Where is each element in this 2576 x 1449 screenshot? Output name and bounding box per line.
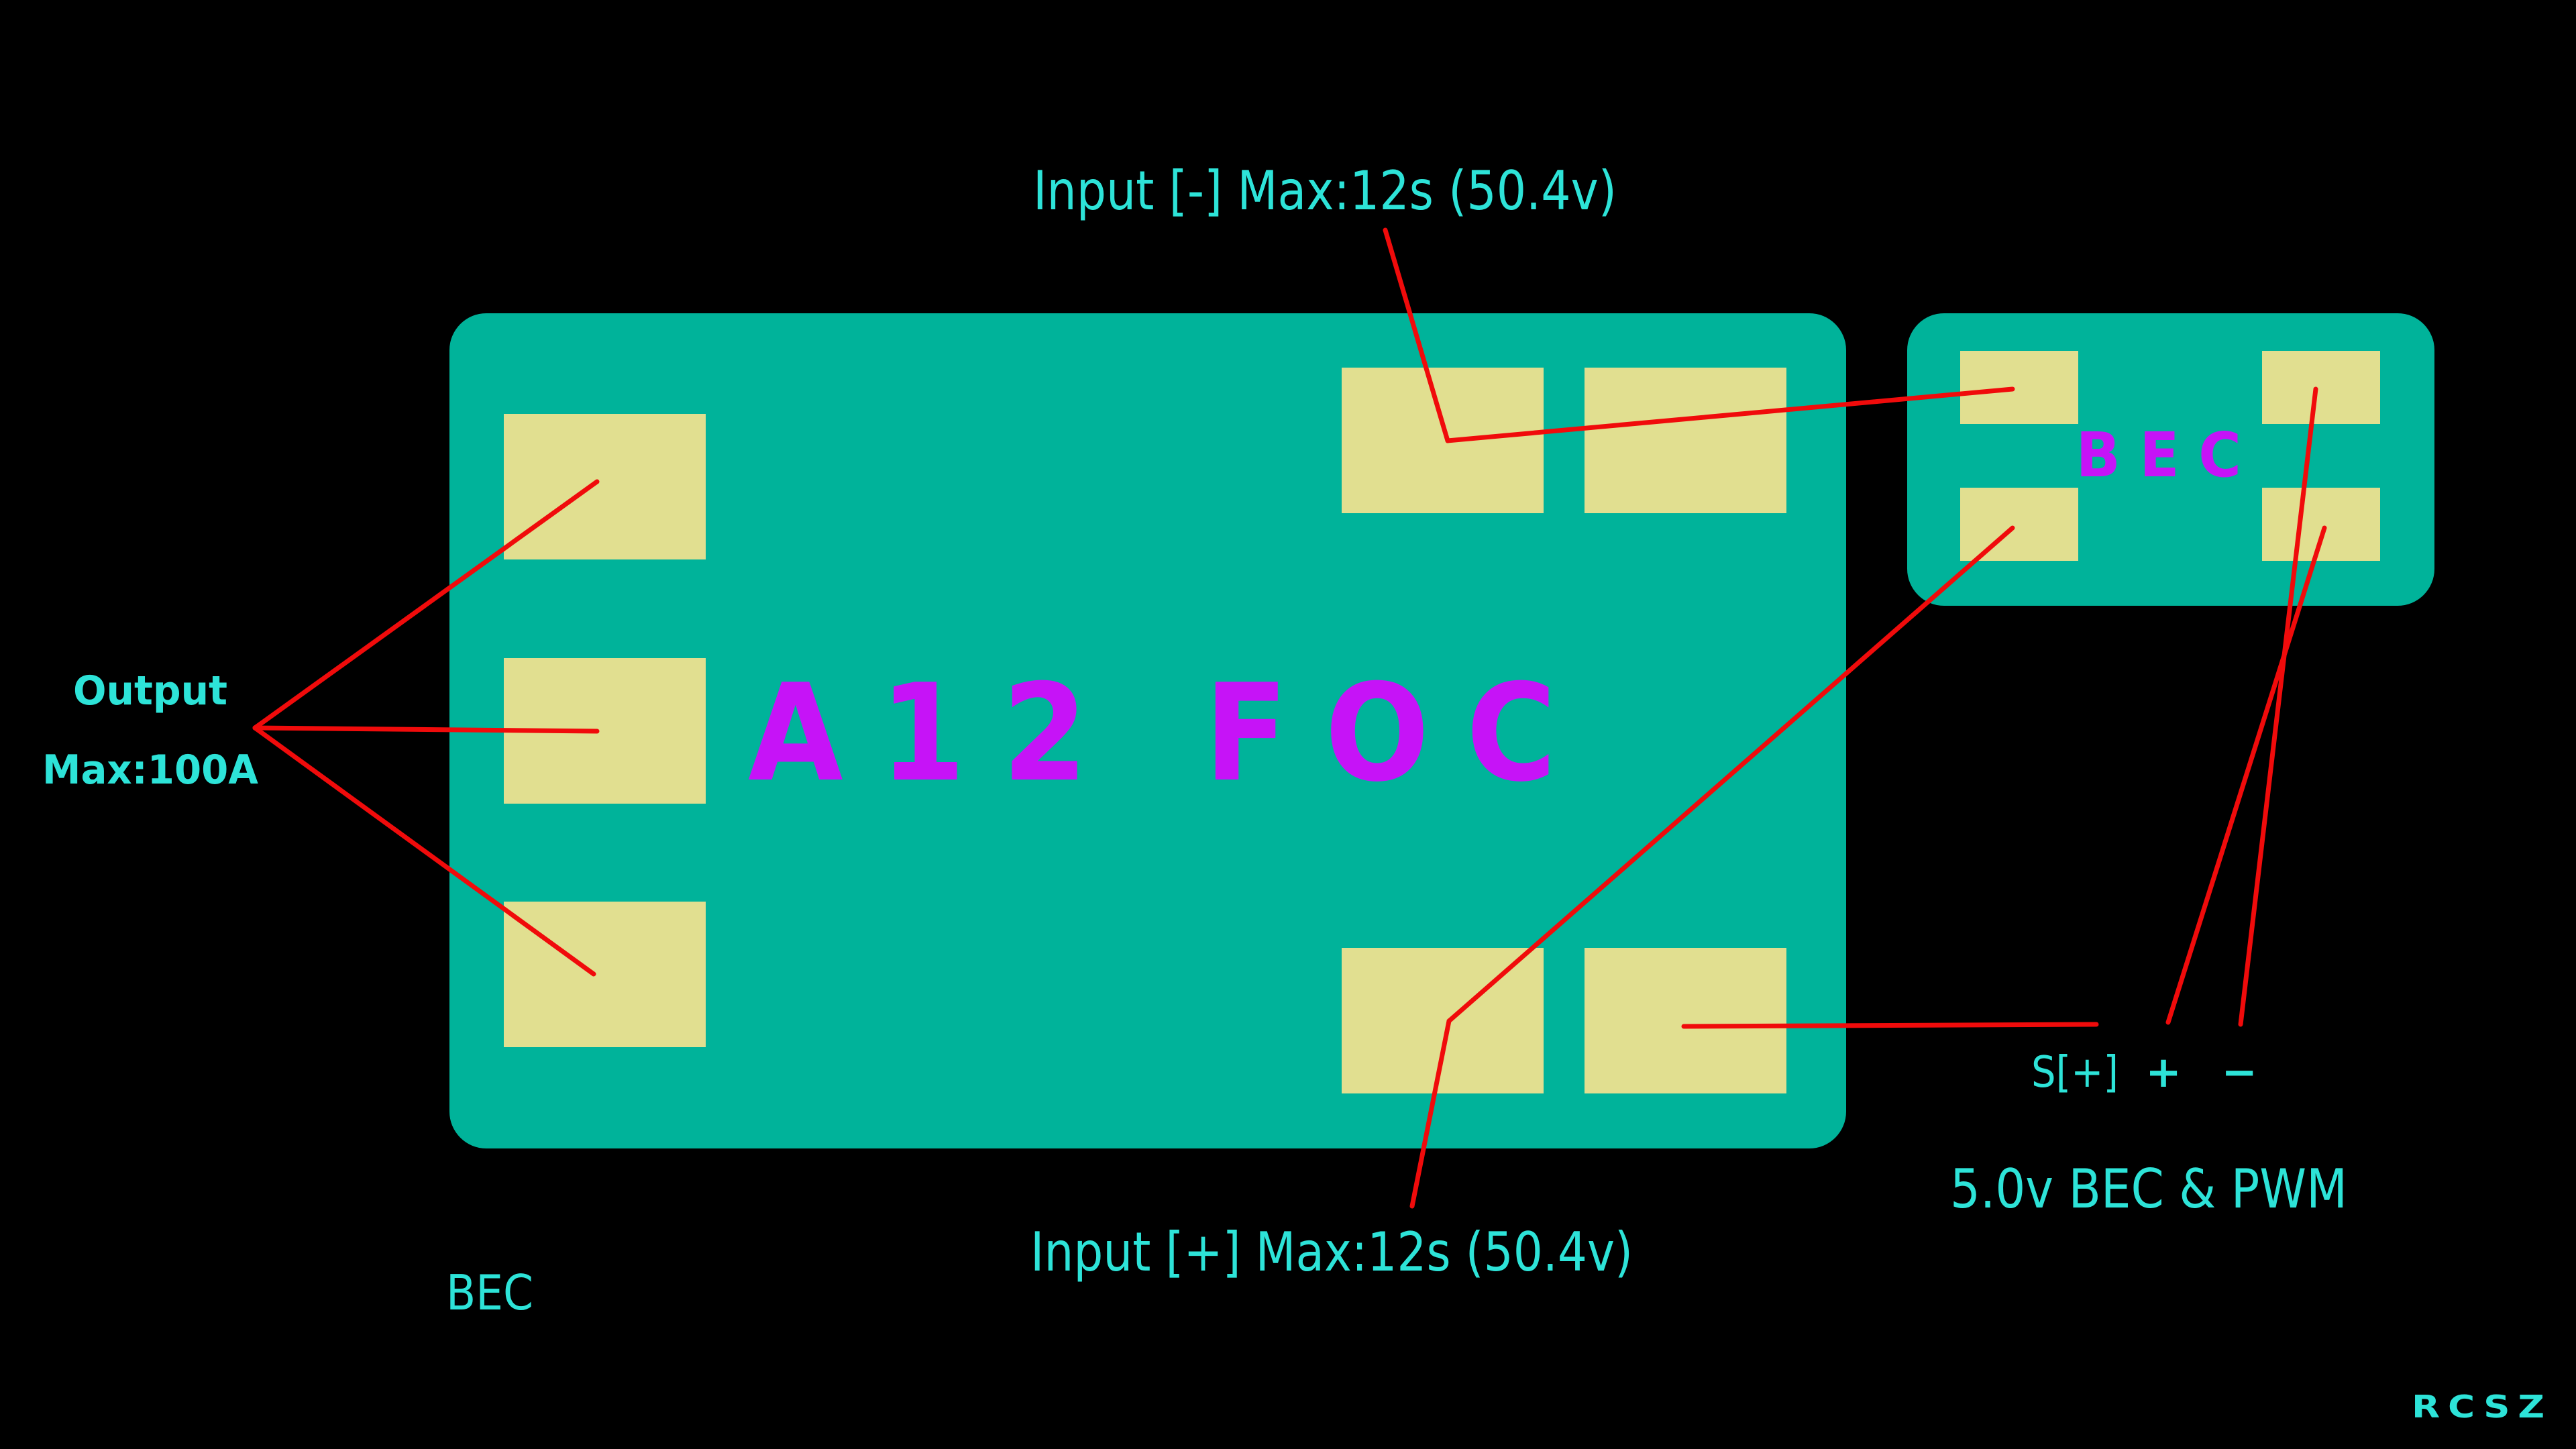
bec-pad-top-right bbox=[2262, 351, 2380, 424]
wire-input-negative-label bbox=[1383, 227, 1450, 443]
main-board bbox=[449, 313, 1846, 1148]
output-label-line2: Max:100A bbox=[42, 747, 259, 794]
bec-pad-bottom-right bbox=[2262, 488, 2380, 561]
bec-caption: BEC bbox=[446, 1265, 533, 1321]
wire-input-positive-label bbox=[1409, 1018, 1452, 1209]
board-title: A12 FOC bbox=[748, 655, 1593, 812]
wire-output-3 bbox=[252, 725, 596, 977]
bec-pwm-label: 5.0v BEC & PWM bbox=[1950, 1158, 2347, 1220]
input-negative-pad-2 bbox=[1585, 368, 1786, 513]
bec-pad-bottom-left bbox=[1960, 488, 2078, 561]
bec-module-title: BEC bbox=[2076, 419, 2261, 491]
plus-pin-label: + bbox=[2145, 1048, 2182, 1097]
wire-input-positive-bec bbox=[1446, 525, 2015, 1024]
signal-pin-label: S[+] bbox=[2031, 1048, 2118, 1097]
output-pad-3 bbox=[504, 902, 706, 1047]
input-positive-label: Input [+] Max:12s (50.4v) bbox=[1030, 1221, 1633, 1283]
wire-bec-plus bbox=[2165, 525, 2327, 1025]
input-positive-pad-1 bbox=[1342, 948, 1544, 1093]
input-positive-pad-2 bbox=[1585, 948, 1786, 1093]
wire-output-1 bbox=[252, 479, 600, 731]
wire-signal bbox=[1681, 1022, 2099, 1029]
wire-bec-minus bbox=[2238, 386, 2318, 1027]
watermark-logo: RCSZ bbox=[2412, 1389, 2553, 1425]
wire-output-2 bbox=[252, 725, 600, 734]
callout-wires bbox=[252, 227, 2327, 1209]
output-label-line1: Output bbox=[73, 667, 227, 714]
minus-pin-label: − bbox=[2221, 1048, 2257, 1097]
input-negative-pad-1 bbox=[1342, 368, 1544, 513]
bec-pad-top-left bbox=[1960, 351, 2078, 424]
wire-input-negative-bec bbox=[1445, 386, 2015, 443]
input-negative-label: Input [-] Max:12s (50.4v) bbox=[1033, 160, 1617, 222]
output-pad-1 bbox=[504, 414, 706, 559]
